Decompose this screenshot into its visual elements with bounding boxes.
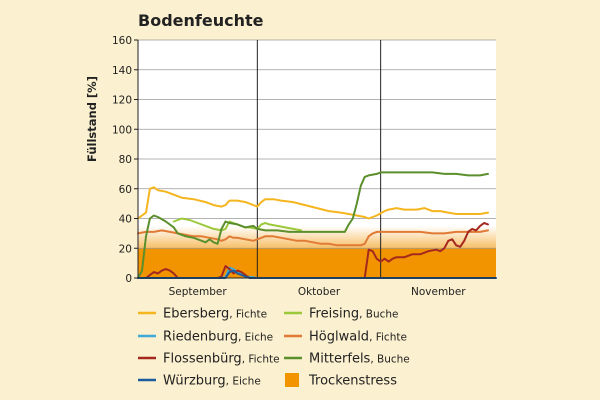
- y-tick-label: 60: [119, 184, 132, 196]
- y-tick-label: 0: [125, 273, 132, 285]
- legend-item-mitterfels: Mitterfels, Buche: [284, 352, 410, 367]
- legend-label: Trockenstress: [308, 374, 397, 389]
- legend-item-würzburg: Würzburg, Eiche: [138, 374, 261, 389]
- series-line-ebersberg: [137, 186, 489, 220]
- y-tick-label: 160: [112, 35, 132, 47]
- legend-tree-type: , Eiche: [226, 376, 261, 388]
- y-axis-label: Füllstand [%]: [85, 76, 99, 162]
- legend-item-ebersberg: Ebersberg, Fichte: [138, 307, 267, 322]
- series-line-mitterfels: [137, 171, 489, 279]
- y-tick-label: 20: [119, 243, 132, 255]
- y-tick-label: 40: [119, 214, 132, 226]
- legend-label: Ebersberg, Fichte: [163, 307, 267, 322]
- legend-item-freising: Freising, Buche: [284, 307, 399, 322]
- legend-label: Mitterfels, Buche: [309, 352, 410, 367]
- legend-label: Flossenbürg, Fichte: [163, 352, 280, 367]
- x-month-label: Oktober: [298, 286, 341, 298]
- y-tick-label: 80: [119, 154, 132, 166]
- legend-tree-type: , Fichte: [369, 332, 407, 344]
- legend-label: Riedenburg, Eiche: [163, 330, 273, 345]
- series-line-höglwald: [137, 229, 489, 247]
- legend-item-trockenstress: Trockenstress: [285, 373, 397, 389]
- legend-tree-type: , Eiche: [238, 332, 273, 344]
- series-line-flossenbürg: [137, 222, 489, 279]
- legend-tree-type: , Buche: [370, 354, 409, 366]
- legend-item-flossenbürg: Flossenbürg, Fichte: [138, 352, 280, 367]
- x-month-label: September: [169, 286, 228, 298]
- x-month-label: November: [411, 286, 466, 298]
- chart-title: Bodenfeuchte: [138, 11, 264, 30]
- legend-tree-type: , Fichte: [229, 309, 267, 321]
- y-tick-label: 120: [112, 95, 132, 107]
- legend-item-riedenburg: Riedenburg, Eiche: [138, 330, 273, 345]
- y-tick-label: 100: [112, 124, 132, 136]
- legend-label: Höglwald, Fichte: [309, 330, 407, 345]
- drought-band: [138, 248, 496, 278]
- legend-item-höglwald: Höglwald, Fichte: [284, 330, 407, 345]
- legend-label: Freising, Buche: [309, 307, 399, 322]
- legend-tree-type: , Buche: [359, 309, 398, 321]
- legend-label: Würzburg, Eiche: [163, 374, 261, 389]
- legend-tree-type: , Fichte: [242, 354, 280, 366]
- y-tick-label: 140: [112, 65, 132, 77]
- legend-swatch: [285, 373, 299, 387]
